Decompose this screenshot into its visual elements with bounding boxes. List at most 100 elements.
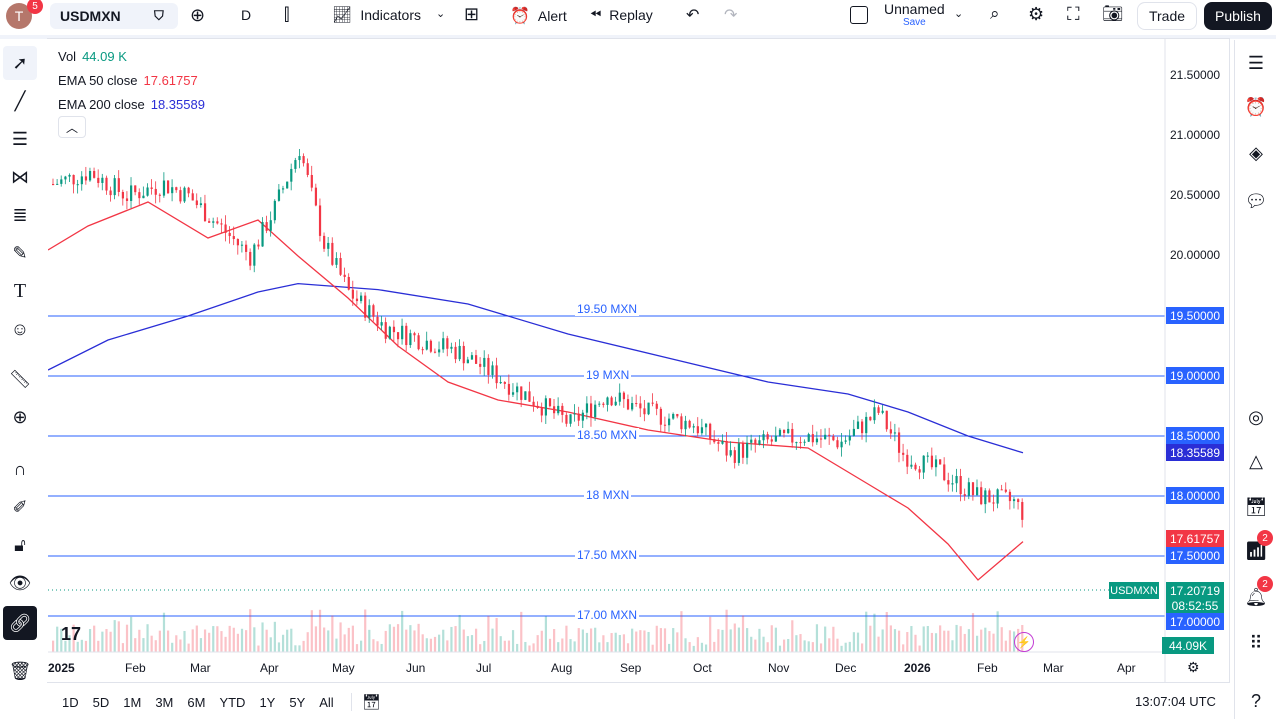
- range-all[interactable]: All: [319, 694, 334, 710]
- trend-line-icon[interactable]: ╱: [14, 90, 26, 111]
- undo-icon[interactable]: ↶: [686, 7, 700, 24]
- link-icon[interactable]: 🔗︎: [3, 606, 37, 640]
- volume-bar: [967, 629, 970, 652]
- collapse-legend-chevron-up-icon[interactable]: ︿: [58, 116, 86, 138]
- ruler-icon[interactable]: 📏︎: [8, 368, 32, 389]
- candle: [199, 197, 203, 208]
- lightning-icon[interactable]: ⚡: [1014, 632, 1034, 652]
- layout-name-button[interactable]: Unnamed Save: [884, 2, 945, 30]
- candle: [376, 311, 379, 332]
- templates-grid-icon[interactable]: ⊞: [464, 4, 480, 24]
- candle: [347, 273, 350, 291]
- candle: [877, 405, 880, 416]
- candle: [281, 185, 285, 194]
- lock-icon[interactable]: 🔓︎: [14, 534, 26, 555]
- layers-icon[interactable]: ◈: [1249, 142, 1263, 163]
- cursor-icon[interactable]: ➚: [3, 46, 37, 80]
- volume-bar: [195, 625, 198, 652]
- candle: [130, 177, 133, 209]
- volume-bar: [856, 632, 860, 652]
- ema200-line[interactable]: [48, 282, 1024, 454]
- quick-search-icon[interactable]: ⌕: [990, 4, 1000, 23]
- layout-chevron-icon[interactable]: ⌄: [954, 8, 964, 20]
- volume-bar: [536, 635, 539, 652]
- symbol-flag-icon[interactable]: ⛉: [154, 8, 164, 23]
- notifications-bell-icon[interactable]: 🔔︎ 2: [1239, 576, 1273, 614]
- candle: [195, 193, 198, 209]
- mountain-icon[interactable]: △: [1249, 450, 1263, 471]
- help-icon[interactable]: ?: [1250, 690, 1261, 711]
- range-6m[interactable]: 6M: [187, 694, 206, 710]
- camera-icon[interactable]: 📷︎: [1102, 4, 1124, 23]
- alerts-clock-icon[interactable]: ⏰: [1244, 96, 1268, 117]
- trash-icon[interactable]: 🗑︎: [8, 660, 32, 681]
- volume-bar: [84, 640, 88, 652]
- volume-bar: [602, 635, 605, 652]
- notification-badge: 5: [27, 0, 43, 14]
- target-icon[interactable]: ◎: [1248, 406, 1264, 427]
- legend-volume[interactable]: Vol 44.09 K: [58, 45, 205, 69]
- apps-grid-icon[interactable]: ⠿: [1249, 632, 1263, 653]
- range-ytd[interactable]: YTD: [219, 694, 246, 710]
- settings-gear-icon[interactable]: ⚙: [1028, 4, 1045, 24]
- range-5y[interactable]: 5Y: [289, 694, 306, 710]
- watchlist-icon[interactable]: ☰: [1247, 52, 1265, 73]
- text-tool-icon[interactable]: T: [13, 279, 27, 302]
- range-3m[interactable]: 3M: [155, 694, 174, 710]
- magnet-icon[interactable]: ∩: [13, 458, 27, 479]
- candle: [704, 422, 708, 436]
- ideas-stream-icon[interactable]: 📶︎ 2: [1239, 530, 1273, 568]
- volume-bar: [236, 633, 239, 652]
- legend-ema50[interactable]: EMA 50 close 17.61757: [58, 69, 205, 93]
- volume-bar: [840, 645, 843, 652]
- ema200-price-badge: 18.35589: [1166, 444, 1224, 461]
- volume-bar: [782, 639, 786, 652]
- candle-style-icon[interactable]: ⫿: [284, 5, 290, 24]
- publish-button[interactable]: Publish: [1204, 2, 1272, 30]
- indicators-button[interactable]: 📈︎ Indicators: [332, 5, 421, 25]
- range-1y[interactable]: 1Y: [259, 694, 276, 710]
- candle: [335, 252, 338, 269]
- time-tick: Sep: [620, 661, 642, 675]
- redo-icon[interactable]: ↷: [724, 7, 738, 24]
- fib-retracement-icon[interactable]: ≣: [12, 204, 28, 225]
- tradingview-logo[interactable]: 17: [61, 624, 82, 644]
- trade-button[interactable]: Trade: [1137, 2, 1197, 30]
- time-tick: Mar: [190, 661, 211, 675]
- chat-icon[interactable]: 💬︎: [1244, 190, 1268, 211]
- candle: [548, 398, 552, 408]
- utc-clock[interactable]: 13:07:04 UTC: [1135, 694, 1216, 709]
- candle: [819, 429, 823, 448]
- volume-bar: [598, 642, 601, 652]
- horizontal-lines-icon[interactable]: ☰: [11, 128, 29, 149]
- candle: [897, 427, 901, 463]
- emoji-icon[interactable]: ☺: [10, 318, 30, 339]
- compare-plus-icon[interactable]: ⊕: [190, 5, 206, 25]
- range-1m[interactable]: 1M: [123, 694, 142, 710]
- layout-checkbox-icon[interactable]: [850, 6, 868, 24]
- volume-bar: [647, 631, 650, 652]
- pitchfork-icon[interactable]: ⋈: [11, 166, 29, 187]
- brush-icon[interactable]: ✎: [12, 242, 28, 263]
- candle: [187, 186, 190, 198]
- replay-button[interactable]: ⏪︎ Replay: [590, 6, 653, 23]
- eye-icon[interactable]: 👁︎: [8, 572, 32, 593]
- date-range-calendar-icon[interactable]: 📅︎: [361, 694, 381, 711]
- fullscreen-icon[interactable]: ⛶: [1067, 4, 1080, 24]
- range-5d[interactable]: 5D: [92, 694, 110, 710]
- zoom-in-icon[interactable]: ⊕: [12, 406, 28, 427]
- candle: [60, 175, 63, 187]
- legend-ema200[interactable]: EMA 200 close 18.35589: [58, 93, 205, 117]
- alert-button[interactable]: ⏰ Alert: [510, 6, 567, 26]
- interval-button[interactable]: D: [241, 7, 252, 23]
- stay-drawing-icon[interactable]: ✐: [12, 496, 28, 517]
- chevron-down-icon[interactable]: ⌄: [436, 8, 446, 20]
- axis-settings-gear-icon[interactable]: ⚙: [1187, 659, 1200, 675]
- range-1d[interactable]: 1D: [62, 694, 79, 710]
- volume-bar: [910, 626, 913, 652]
- symbol-search-button[interactable]: USDMXN ⛉: [50, 3, 178, 29]
- calendar-icon[interactable]: 📅︎: [1244, 496, 1268, 517]
- volume-bar: [60, 628, 63, 652]
- price-chart[interactable]: [48, 39, 1230, 683]
- ema50-line[interactable]: [48, 201, 1024, 581]
